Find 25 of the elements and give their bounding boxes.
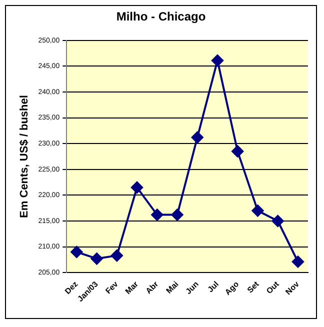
- point: [252, 204, 264, 217]
- point: [90, 252, 103, 265]
- x-tick-label: Out: [264, 279, 282, 296]
- x-tick-label: Jun: [184, 280, 200, 296]
- x-tick-label: Nov: [284, 279, 302, 297]
- point: [272, 215, 284, 227]
- point: [211, 54, 224, 67]
- x-tick-label: Mar: [124, 280, 140, 296]
- y-axis-title: Em Cents, US$ / bushel: [18, 95, 31, 218]
- x-tick-label: Set: [246, 279, 261, 295]
- x-tick-label: Mai: [164, 280, 180, 296]
- x-tick-label: Abr: [144, 280, 160, 296]
- point: [191, 131, 204, 144]
- x-tick-label: Ago: [223, 280, 241, 297]
- point: [131, 181, 144, 194]
- point: [70, 246, 83, 258]
- point: [151, 208, 164, 221]
- x-tick-label: Fev: [104, 279, 120, 296]
- chart-title: Milho - Chicago: [116, 10, 206, 24]
- point: [292, 256, 304, 268]
- point: [232, 145, 244, 158]
- point: [171, 208, 184, 221]
- x-tick-label: Jul: [206, 280, 220, 294]
- x-tick-label: Dez: [63, 280, 80, 296]
- point: [110, 250, 123, 262]
